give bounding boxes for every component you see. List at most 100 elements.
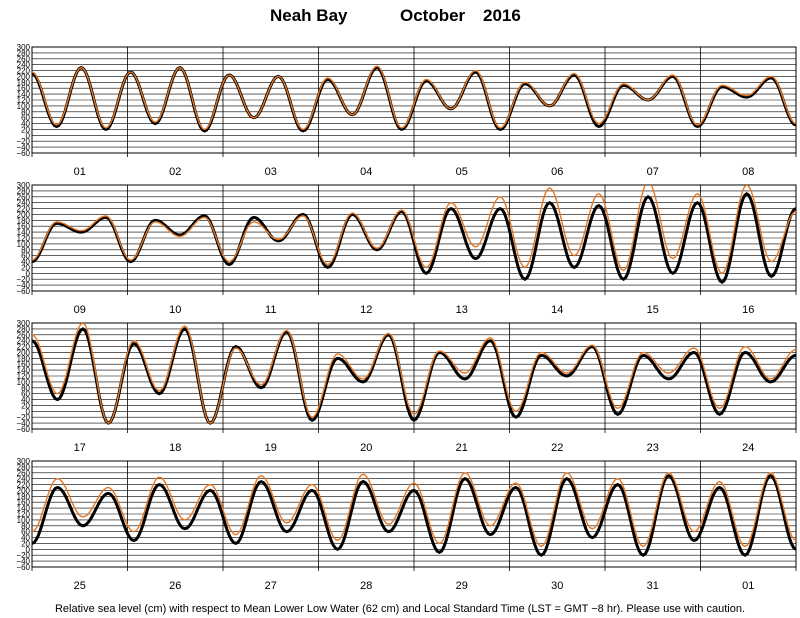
y-tick-label: 260 (17, 55, 31, 64)
y-tick-label: 260 (17, 469, 31, 478)
y-tick-label: −60 (16, 287, 30, 296)
panel-frame (31, 322, 797, 430)
y-tick-label: −20 (16, 413, 30, 422)
y-tick-label: 120 (17, 96, 31, 105)
y-tick-label: 120 (17, 510, 31, 519)
y-tick-label: 240 (17, 61, 31, 70)
y-tick-label: 140 (17, 228, 31, 237)
y-tick-label: 100 (17, 102, 31, 111)
y-tick-label: 160 (17, 498, 31, 507)
y-tick-label: 220 (17, 205, 31, 214)
day-label: 15 (647, 304, 659, 316)
y-tick-label: 20 (21, 401, 30, 410)
predicted-series (32, 323, 796, 424)
y-tick-label: 40 (21, 534, 30, 543)
day-label: 01 (742, 580, 754, 592)
day-label: 31 (647, 580, 659, 592)
y-tick-label: 160 (17, 360, 31, 369)
y-tick-label: −60 (16, 425, 30, 434)
y-tick-label: 40 (21, 258, 30, 267)
y-tick-label: 60 (21, 114, 30, 123)
y-tick-label: 100 (17, 516, 31, 525)
y-tick-label: 220 (17, 67, 31, 76)
y-tick-label: −20 (16, 551, 30, 560)
y-tick-label: 200 (17, 486, 31, 495)
day-label: 21 (456, 442, 468, 454)
day-label: 01 (74, 166, 86, 178)
observed-series (32, 473, 796, 557)
panel-frame (31, 184, 797, 292)
day-label: 18 (169, 442, 181, 454)
y-tick-label: 0 (26, 407, 31, 416)
y-tick-label: 100 (17, 378, 31, 387)
observed-series (32, 191, 796, 285)
y-tick-label: 280 (17, 187, 31, 196)
y-tick-label: 300 (17, 43, 31, 52)
y-tick-label: 300 (17, 319, 31, 328)
y-tick-label: 160 (17, 222, 31, 231)
y-tick-label: 60 (21, 528, 30, 537)
predicted-series (32, 472, 796, 548)
y-tick-label: −60 (16, 563, 30, 572)
day-label: 28 (360, 580, 372, 592)
day-label: 03 (265, 166, 277, 178)
day-label: 10 (169, 304, 181, 316)
day-label: 27 (265, 580, 277, 592)
day-label: 19 (265, 442, 277, 454)
title-year: 2016 (483, 6, 521, 25)
chart-caption: Relative sea level (cm) with respect to … (54, 603, 746, 615)
day-label: 08 (742, 166, 754, 178)
y-tick-label: 0 (26, 131, 31, 140)
y-tick-label: 240 (17, 199, 31, 208)
y-tick-label: 80 (21, 522, 30, 531)
y-tick-label: 160 (17, 84, 31, 93)
y-tick-label: 60 (21, 390, 30, 399)
y-tick-label: 140 (17, 504, 31, 513)
y-tick-label: 0 (26, 269, 31, 278)
y-tick-label: 300 (17, 457, 31, 466)
y-tick-label: 20 (21, 539, 30, 548)
y-tick-label: 80 (21, 384, 30, 393)
y-tick-label: 200 (17, 210, 31, 219)
day-label: 02 (169, 166, 181, 178)
day-label: 25 (74, 580, 86, 592)
y-tick-label: 240 (17, 475, 31, 484)
y-tick-label: −20 (16, 275, 30, 284)
y-tick-label: −40 (16, 557, 30, 566)
predicted-series (32, 65, 796, 131)
y-tick-label: −40 (16, 419, 30, 428)
chart-title: Neah Bay October 2016 (0, 6, 800, 28)
y-tick-label: 100 (17, 240, 31, 249)
y-tick-label: 0 (26, 545, 31, 554)
day-label: 07 (647, 166, 659, 178)
day-label: 04 (360, 166, 372, 178)
y-tick-label: −40 (16, 281, 30, 290)
day-label: 06 (551, 166, 563, 178)
y-tick-label: 180 (17, 492, 31, 501)
day-label: 26 (169, 580, 181, 592)
panel-frame (31, 46, 797, 154)
day-label: 16 (742, 304, 754, 316)
y-tick-label: 200 (17, 72, 31, 81)
y-tick-label: 140 (17, 90, 31, 99)
y-tick-label: −60 (16, 149, 30, 158)
y-tick-label: 240 (17, 337, 31, 346)
day-label: 30 (551, 580, 563, 592)
day-label: 05 (456, 166, 468, 178)
y-tick-label: 40 (21, 396, 30, 405)
y-tick-label: 40 (21, 120, 30, 129)
y-tick-label: 220 (17, 481, 31, 490)
day-label: 11 (265, 304, 276, 316)
title-month: October (400, 6, 466, 25)
title-station: Neah Bay (270, 6, 348, 25)
y-tick-label: 60 (21, 252, 30, 261)
y-tick-label: 120 (17, 372, 31, 381)
day-label: 14 (551, 304, 563, 316)
day-label: 22 (551, 442, 563, 454)
day-label: 23 (647, 442, 659, 454)
predicted-series (32, 185, 796, 275)
y-tick-label: −20 (16, 137, 30, 146)
y-tick-label: 20 (21, 125, 30, 134)
day-label: 20 (360, 442, 372, 454)
day-label: 17 (74, 442, 86, 454)
